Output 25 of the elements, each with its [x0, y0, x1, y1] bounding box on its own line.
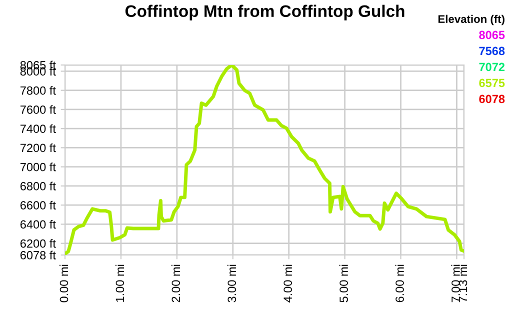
x-tick-label: 0.00 mi: [60, 264, 68, 302]
x-tick-label: 1.00 mi: [115, 264, 124, 302]
x-tick-label: 3.00 mi: [227, 264, 236, 302]
x-tick-label: 6.00 mi: [395, 264, 404, 302]
x-tick-label: 5.00 mi: [339, 264, 348, 302]
y-tick-label: 6600 ft: [20, 200, 56, 210]
y-tick-label: 7400 ft: [20, 124, 56, 133]
text: 6078: [479, 94, 505, 104]
y-tick-label: 6200 ft: [20, 239, 56, 248]
x-tick-label: 4.00 mi: [283, 264, 292, 302]
text: 8065: [479, 30, 505, 40]
y-tick-label: 7600 ft: [20, 105, 56, 114]
y-tick-label: 7200 ft: [20, 143, 56, 152]
y-tick-label: 7800 ft: [20, 86, 56, 95]
y-tick-label: 6078 ft: [20, 250, 56, 260]
x-tick-label: 7.13 mi: [458, 264, 468, 302]
y-tick-label: 7000 ft: [20, 162, 56, 172]
chart-title: Coffintop Mtn from Coffintop Gulch: [125, 4, 404, 20]
y-tick-label: 6400 ft: [20, 220, 56, 229]
text: 7072: [479, 62, 505, 72]
text: 7568: [479, 46, 505, 56]
color-bar-title: Elevation (ft): [438, 14, 504, 26]
y-tick-label: 6800 ft: [20, 182, 56, 190]
text: 6575: [479, 78, 505, 88]
x-tick-label: 2.00 mi: [171, 264, 180, 302]
